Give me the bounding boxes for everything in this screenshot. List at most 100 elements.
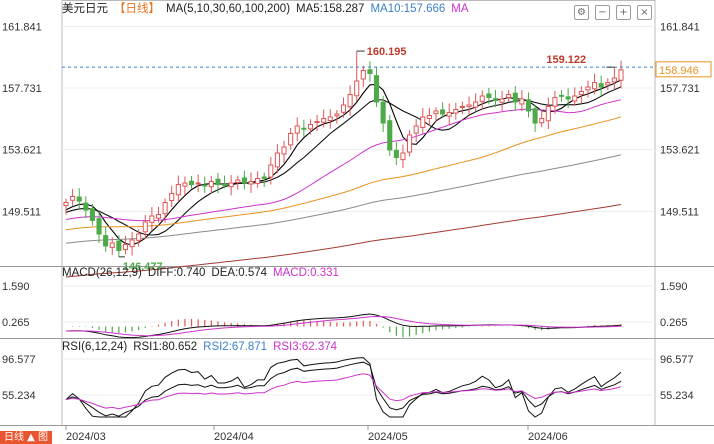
macd-y-tick-left: 0.265 <box>2 317 30 329</box>
y-tick-label-left: 157.731 <box>2 83 42 95</box>
candle-body <box>76 196 82 202</box>
candle-body <box>367 69 373 75</box>
candle-body <box>268 164 274 178</box>
candle-body <box>539 118 545 124</box>
ma-line-ma200 <box>65 204 622 278</box>
rsi-params-label[interactable]: RSI(6,12,24) <box>62 341 128 353</box>
candle-body <box>169 193 175 202</box>
candle-body <box>109 242 115 248</box>
macd-y-tick-left: 1.590 <box>2 281 30 293</box>
candle-body <box>307 124 314 130</box>
candle-body <box>446 112 452 117</box>
ma10-value: MA10:157.666 <box>370 3 446 15</box>
plus-icon[interactable]: + <box>616 5 631 20</box>
price-panel-header: 美元日元 【日线】 MA(5,10,30,60,100,200) MA5:158.28… <box>62 2 475 16</box>
symbol-label: 美元日元 <box>62 3 108 15</box>
rsi-line-rsi1 <box>65 357 622 418</box>
x-tick-label: 2024/06 <box>528 431 568 443</box>
minus-icon[interactable]: − <box>595 5 610 20</box>
candle-body <box>261 176 267 180</box>
period-label[interactable]: 【日线】 <box>114 3 160 15</box>
ma-line-ma100 <box>65 154 622 244</box>
candle-body <box>420 116 426 128</box>
candle-body <box>63 202 69 206</box>
candle-body <box>512 92 518 103</box>
candle-body <box>598 83 604 88</box>
rsi-y-tick-right: 96.577 <box>660 354 694 366</box>
ma5-value: MA5:158.287 <box>296 3 365 15</box>
rsi-y-tick-left: 55.234 <box>2 390 36 402</box>
candle-body <box>519 98 525 105</box>
candle-body <box>222 183 228 186</box>
ma-params-label[interactable]: MA(5,10,30,60,100,200) <box>166 3 291 15</box>
candle-body <box>426 115 432 120</box>
y-tick-label-left: 149.511 <box>2 206 41 218</box>
y-tick-label-right: 153.621 <box>660 145 700 157</box>
candle-body <box>149 215 155 223</box>
current-price-box <box>655 61 712 78</box>
candle-body <box>525 99 532 112</box>
candle-body <box>340 104 347 113</box>
candle-body <box>618 69 624 81</box>
macd-y-tick-right: 0.265 <box>660 317 688 329</box>
candle-body <box>314 121 320 123</box>
brand-badge: 日线 ▲ 图 <box>0 431 53 444</box>
x-tick-label: 2024/04 <box>214 431 254 443</box>
candle-body <box>400 152 406 161</box>
x-tick-label: 2024/05 <box>368 431 408 443</box>
candle-body <box>572 95 578 102</box>
candle-body <box>373 75 380 103</box>
close-icon[interactable]: × <box>637 5 652 20</box>
annotation-high: 160.195 <box>367 46 407 58</box>
candle-body <box>288 133 294 146</box>
candle-body <box>354 80 360 97</box>
candle-body <box>162 202 168 215</box>
y-tick-label-right: 161.841 <box>660 21 700 33</box>
candle-body <box>433 110 439 115</box>
diff-value: DIFF:0.740 <box>147 267 206 279</box>
candle-body <box>89 208 95 221</box>
macd-panel-header: MACD(26,12,9) DIFF:0.740 DEA:0.574 MACD:0.3… <box>62 266 345 280</box>
candle-body <box>202 184 208 187</box>
candle-body <box>188 180 195 185</box>
candle-body <box>393 149 399 158</box>
candle-body <box>334 113 340 117</box>
candle-body <box>248 181 254 185</box>
candle-body <box>136 233 142 241</box>
candle-body <box>552 97 558 107</box>
candle-body <box>241 177 247 184</box>
candle-body <box>473 101 479 108</box>
candle-body <box>175 184 181 196</box>
rsi3-value: RSI3:62.374 <box>273 341 338 353</box>
candle-body <box>440 109 446 115</box>
rsi-y-tick-right: 55.234 <box>660 390 694 402</box>
candle-body <box>301 127 307 130</box>
candle-body <box>228 182 234 188</box>
candle-body <box>122 244 129 251</box>
candle-body <box>360 70 366 80</box>
settings-icon[interactable]: ⚙ <box>574 5 589 20</box>
candle-body <box>83 202 89 211</box>
candle-body <box>565 96 571 100</box>
candle-body <box>321 118 327 123</box>
candle-body <box>459 106 465 108</box>
annotation-recent-high: 159.122 <box>546 54 586 66</box>
ma-line-ma60 <box>65 116 622 231</box>
rsi-y-tick-left: 96.577 <box>2 354 36 366</box>
y-tick-label-right: 157.731 <box>660 83 700 95</box>
candle-body <box>592 82 598 90</box>
candle-body <box>70 196 76 201</box>
candle-body <box>585 86 591 91</box>
candle-body <box>413 125 419 134</box>
rsi-line-rsi3 <box>65 373 622 410</box>
candle-body <box>453 109 459 114</box>
candle-body <box>255 178 261 184</box>
rsi1-value: RSI1:80.652 <box>133 341 198 353</box>
macd-params-label[interactable]: MACD(26,12,9) <box>62 267 142 279</box>
candle-body <box>347 94 353 108</box>
macd-value: MACD:0.331 <box>273 267 339 279</box>
candle-body <box>578 91 584 96</box>
dea-value: DEA:0.574 <box>211 267 268 279</box>
candle-body <box>129 239 135 248</box>
